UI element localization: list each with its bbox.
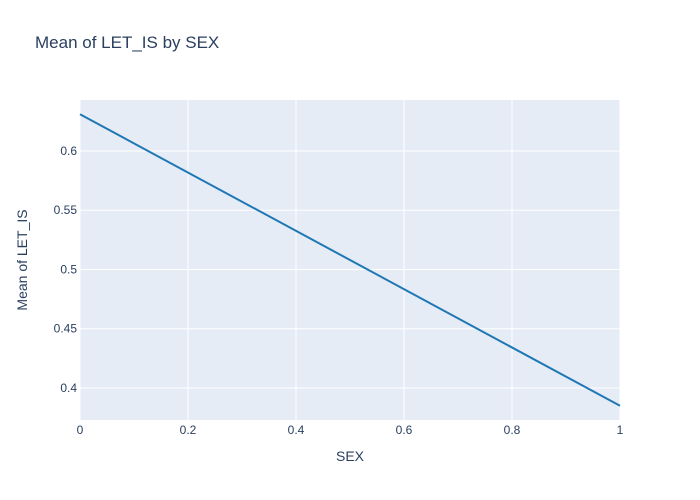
y-tick-labels: 0.4 0.45 0.5 0.55 0.6 — [54, 144, 78, 395]
x-tick-label: 1 — [617, 423, 624, 437]
y-tick-label: 0.6 — [60, 144, 77, 158]
x-tick-labels: 0 0.2 0.4 0.6 0.8 1 — [77, 423, 624, 437]
x-tick-label: 0 — [77, 423, 84, 437]
y-tick-label: 0.5 — [60, 262, 77, 276]
y-gridlines — [80, 150, 620, 389]
x-tick-label: 0.2 — [180, 423, 197, 437]
series-line — [79, 113, 621, 407]
x-tick-label: 0.8 — [504, 423, 521, 437]
y-tick-label: 0.4 — [60, 381, 77, 395]
x-tick-label: 0.4 — [288, 423, 305, 437]
y-axis-title: Mean of LET_IS — [14, 209, 30, 310]
x-gridlines — [79, 100, 621, 420]
chart-title: Mean of LET_IS by SEX — [35, 33, 220, 52]
y-tick-label: 0.45 — [54, 322, 78, 336]
y-tick-label: 0.55 — [54, 203, 78, 217]
x-axis-title: SEX — [336, 448, 365, 464]
series-layer — [79, 113, 621, 407]
x-tick-label: 0.6 — [396, 423, 413, 437]
